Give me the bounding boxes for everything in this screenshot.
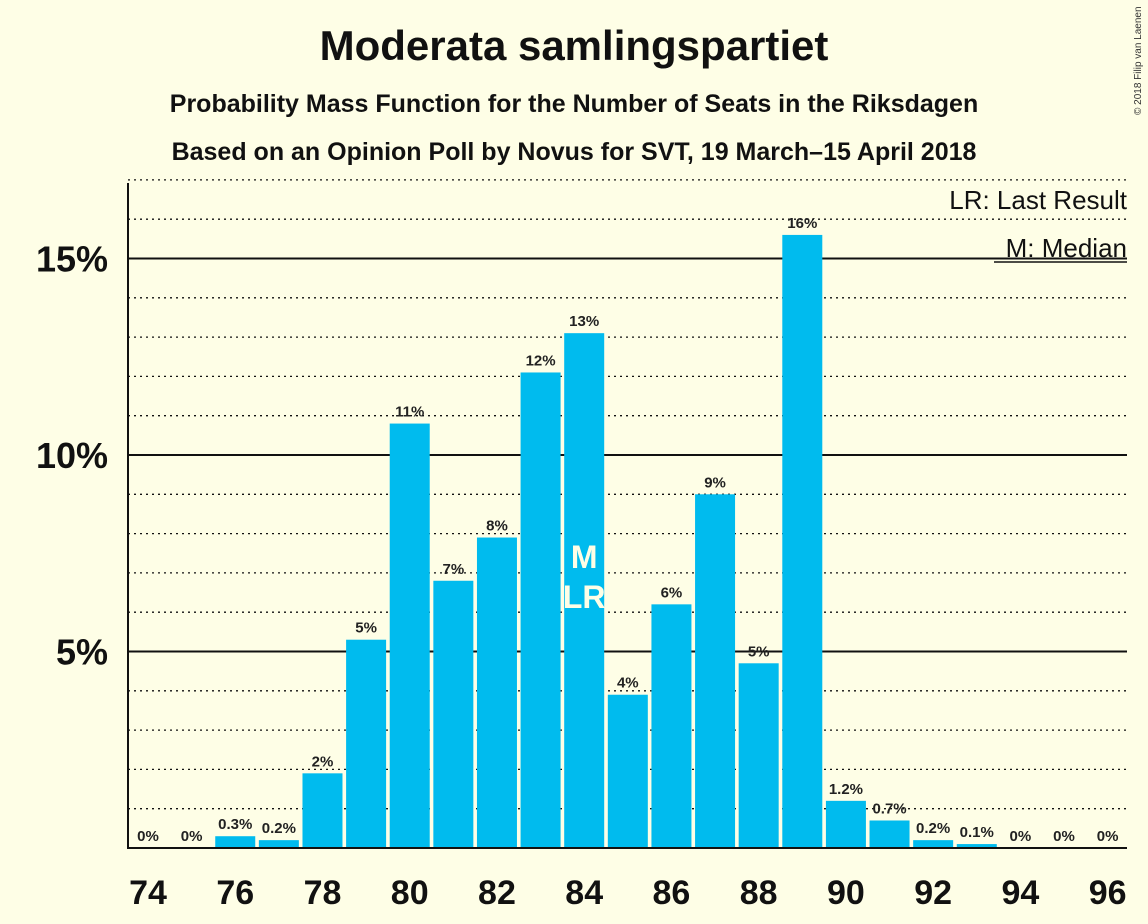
chart-subtitle: Probability Mass Function for the Number… [169, 90, 979, 118]
x-tick-label: 80 [391, 874, 429, 912]
bar-label-85: 4% [617, 675, 639, 692]
bar-label-95: 0% [1053, 828, 1075, 845]
last-result-marker: LR [563, 579, 606, 615]
x-tick-label: 82 [478, 874, 516, 912]
x-tick-label: 84 [565, 874, 603, 912]
bar-78 [302, 773, 343, 848]
bar-93 [956, 844, 997, 848]
bar-label-90: 1.2% [829, 781, 863, 798]
bar-85 [607, 694, 648, 848]
bar-91 [869, 820, 910, 848]
bar-label-91: 0.7% [872, 800, 906, 817]
bar-88 [738, 663, 779, 848]
legend-median: M: Median [1006, 233, 1127, 263]
bars: 0% 0% 0.3% 0.2% 2% 5% 11% 7% 8% 12% 13% 4% 6% 9% 5% 16%… [137, 215, 1119, 849]
bar-86 [651, 604, 692, 848]
bar-76 [215, 836, 256, 848]
x-tick-label: 76 [216, 874, 254, 912]
bar-label-76: 0.3% [218, 816, 252, 833]
x-tick-label: 86 [653, 874, 691, 912]
bar-label-83: 12% [526, 352, 556, 369]
chart-title: Moderata samlingspartiet [319, 22, 829, 69]
median-marker: M [571, 539, 598, 575]
bar-label-80: 11% [395, 404, 424, 421]
bar-label-84: 13% [569, 313, 599, 330]
bar-label-94: 0% [1010, 828, 1032, 845]
bar-90 [825, 800, 866, 848]
x-tick-label: 94 [1001, 874, 1039, 912]
bar-81 [433, 580, 474, 848]
bar-label-87: 9% [704, 474, 726, 491]
bar-label-88: 5% [748, 643, 770, 660]
x-tick-label: 88 [740, 874, 778, 912]
bar-label-77: 0.2% [262, 820, 296, 837]
y-tick-label: 10% [36, 435, 108, 476]
legend-last-result: LR: Last Result [949, 185, 1128, 215]
bar-label-81: 7% [442, 561, 464, 578]
bar-label-82: 8% [486, 518, 508, 535]
bar-label-86: 6% [661, 584, 683, 601]
bar-77 [258, 840, 299, 848]
bar-label-89: 16% [787, 215, 817, 232]
legend: LR: Last Result M: Median [949, 185, 1128, 263]
x-tick-label: 74 [129, 874, 167, 912]
bar-label-93: 0.1% [960, 824, 994, 841]
axes: 5% 10% 15% 74 76 78 80 82 84 86 88 90 92 94 96 [36, 183, 1127, 912]
y-tick-label: 15% [36, 239, 108, 280]
bar-label-78: 2% [312, 753, 334, 770]
bar-79 [346, 639, 387, 848]
y-tick-label: 5% [56, 632, 108, 673]
x-tick-label: 92 [914, 874, 952, 912]
bar-83 [520, 372, 561, 848]
chart-source-line: Based on an Opinion Poll by Novus for SV… [171, 138, 977, 166]
bar-label-75: 0% [181, 828, 203, 845]
x-tick-label: 96 [1089, 874, 1127, 912]
x-tick-label: 90 [827, 874, 865, 912]
bar-80 [389, 423, 430, 848]
bar-87 [695, 494, 736, 848]
bar-label-74: 0% [137, 828, 159, 845]
bar-84 [564, 333, 605, 848]
bar-label-92: 0.2% [916, 820, 950, 837]
bar-89 [782, 234, 823, 849]
bar-92 [913, 840, 954, 848]
x-tick-label: 78 [304, 874, 342, 912]
bar-82 [476, 537, 517, 848]
bar-label-96: 0% [1097, 828, 1119, 845]
bar-label-79: 5% [355, 620, 377, 637]
